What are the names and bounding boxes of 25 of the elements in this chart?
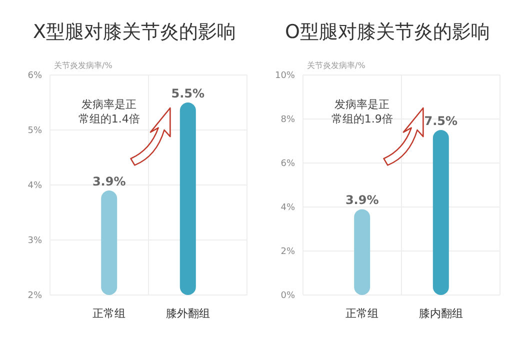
y-tick-label: 6% [28, 71, 42, 82]
chart-title: O型腿对膝关节炎的影响 [285, 21, 490, 43]
y-tick-label: 8% [280, 115, 296, 126]
data-label: 5.5% [171, 86, 205, 100]
y-tick-label: 4% [28, 181, 42, 192]
y-axis-title: 关节炎发病率/% [54, 61, 113, 70]
data-label: 3.9% [345, 193, 379, 208]
x-tick-label: 正常组 [92, 307, 126, 320]
annotation: 发病率是正常组的1.4倍 [78, 98, 140, 126]
y-tick-label: 6% [280, 159, 296, 170]
y-tick-label: 4% [280, 203, 296, 214]
x-tick-label: 膝外翻组 [166, 307, 210, 320]
data-label: 3.9% [92, 174, 126, 188]
y-tick-label: 2% [280, 247, 296, 258]
data-label: 7.5% [424, 114, 458, 128]
y-tick-label: 3% [28, 236, 42, 246]
y-axis-title: 关节炎发病率/% [307, 61, 366, 70]
annotation: 发病率是正常组的1.9倍 [331, 98, 393, 126]
y-tick-label: 0% [280, 291, 296, 302]
x-tick-label: 正常组 [346, 307, 379, 320]
x-tick-label: 膝内翻组 [418, 307, 463, 320]
y-tick-label: 5% [28, 126, 42, 136]
y-tick-label: 10% [274, 71, 296, 82]
chart-title: X型腿对膝关节炎的影响 [32, 21, 236, 43]
y-tick-label: 2% [28, 291, 42, 302]
